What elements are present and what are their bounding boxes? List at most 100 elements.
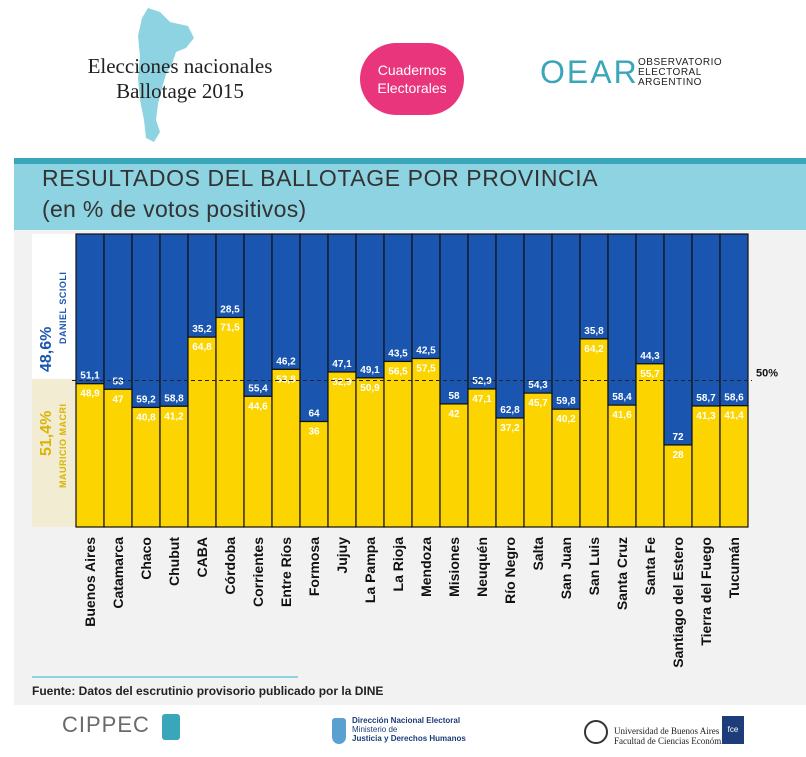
- dine-line1: Dirección Nacional Electoral: [352, 716, 461, 725]
- scioli-value-label: 58,8: [164, 393, 184, 404]
- scioli-bar: [131, 233, 161, 409]
- oear-text-line1: OBSERVATORIO: [638, 57, 723, 68]
- scioli-bar: [635, 233, 665, 365]
- province-label: Buenos Aires: [82, 537, 98, 627]
- scioli-bar: [271, 233, 301, 370]
- dine-shield-icon: [332, 718, 346, 744]
- macri-value-label: 40,8: [136, 412, 156, 423]
- scioli-legend-block: [32, 234, 76, 379]
- scioli-bar: [383, 233, 413, 363]
- cippec-badge-icon: [162, 714, 180, 740]
- province-label: La Rioja: [390, 537, 406, 592]
- province-label: CABA: [194, 537, 210, 577]
- province-label: Chaco: [138, 537, 154, 580]
- scioli-value-label: 35,8: [584, 326, 604, 337]
- scioli-value-label: 52,9: [472, 376, 492, 387]
- macri-value-label: 56,5: [388, 366, 408, 377]
- province-label: Río Negro: [502, 537, 518, 604]
- scioli-value-label: 35,2: [192, 324, 212, 335]
- macri-bar: [495, 417, 525, 528]
- cuadernos-badge-line2: Electorales: [377, 80, 447, 96]
- macri-bar: [551, 408, 581, 528]
- macri-value-label: 47: [112, 394, 124, 405]
- macri-bar: [159, 405, 189, 528]
- macri-value-label: 71,5: [220, 323, 240, 334]
- macri-bar: [131, 406, 161, 528]
- scioli-value-label: 72: [672, 432, 684, 443]
- province-label: Chubut: [166, 537, 182, 586]
- scioli-bar: [607, 233, 637, 406]
- scioli-value-label: 51,1: [80, 371, 100, 382]
- scioli-bar: [299, 233, 329, 423]
- macri-value-label: 47,1: [472, 394, 492, 405]
- province-label: San Juan: [558, 537, 574, 599]
- scioli-bar: [551, 233, 581, 410]
- scioli-bar: [187, 233, 217, 338]
- uba-line2: Facultad de Ciencias Económicas: [614, 736, 736, 746]
- macri-value-label: 28: [672, 450, 684, 461]
- chart-subtitle: (en % de votos positivos): [42, 196, 307, 222]
- scioli-bar: [523, 233, 553, 394]
- scioli-value-label: 62,8: [500, 405, 520, 416]
- scioli-value-label: 59,8: [556, 396, 576, 407]
- macri-bar: [579, 338, 609, 528]
- macri-bar: [635, 363, 665, 528]
- province-label: Mendoza: [418, 537, 434, 597]
- cuadernos-badge: Cuadernos Electorales: [360, 43, 464, 115]
- macri-value-label: 53,8: [276, 374, 296, 385]
- scioli-value-label: 64: [308, 409, 320, 420]
- province-label: Tierra del Fuego: [698, 537, 714, 646]
- macri-bar: [75, 383, 105, 528]
- elections-title-line1: Elecciones nacionales: [87, 54, 273, 78]
- title-banner: [14, 158, 806, 230]
- macri-value-label: 41,2: [164, 411, 184, 422]
- macri-bar: [243, 395, 273, 528]
- scioli-value-label: 58,6: [724, 393, 744, 404]
- macri-value-label: 48,9: [80, 389, 100, 400]
- scioli-value-label: 28,5: [220, 305, 240, 316]
- oear-logo: OEAR OBSERVATORIO ELECTORAL ARGENTINO: [540, 54, 722, 91]
- macri-bar: [383, 360, 413, 528]
- province-label: Santa Cruz: [614, 537, 630, 610]
- scioli-value-label: 58: [448, 391, 460, 402]
- header: Elecciones nacionales Ballotage 2015 Cua…: [0, 0, 806, 158]
- scioli-bar: [663, 233, 693, 446]
- argentina-map-icon: [138, 8, 194, 142]
- oear-text: OBSERVATORIO ELECTORAL ARGENTINO: [638, 58, 722, 88]
- scioli-bar: [411, 233, 441, 360]
- scioli-value-label: 53: [112, 376, 124, 387]
- macri-value-label: 64,2: [584, 344, 604, 355]
- scioli-bar: [243, 233, 273, 397]
- macri-value-label: 41,3: [696, 411, 716, 422]
- dine-logo-text: Dirección Nacional Electoral Ministerio …: [352, 716, 466, 743]
- macri-value-label: 40,2: [556, 414, 576, 425]
- province-label: Corrientes: [250, 537, 266, 607]
- scioli-value-label: 58,7: [696, 393, 716, 404]
- macri-bar: [691, 405, 721, 528]
- scioli-bar: [467, 233, 497, 390]
- macri-bar: [607, 404, 637, 528]
- scioli-bar: [355, 233, 385, 379]
- province-label: Formosa: [306, 537, 322, 596]
- scioli-bar: [215, 233, 245, 319]
- footer: [0, 705, 806, 757]
- province-label: La Pampa: [362, 537, 378, 603]
- chart-title: RESULTADOS DEL BALLOTAGE POR PROVINCIA: [42, 165, 599, 191]
- dine-line3: Justicia y Derechos Humanos: [352, 734, 466, 743]
- province-label: Córdoba: [222, 537, 238, 595]
- ballotage-chart: 51,1 48,9 Buenos Aires 53 47 Catamarca 59,2 40,…: [72, 233, 778, 668]
- macri-bar: [355, 377, 385, 528]
- macri-value-label: 52,9: [332, 377, 352, 388]
- scioli-bar: [579, 233, 609, 340]
- scioli-bar: [439, 233, 469, 405]
- macri-bar: [103, 388, 133, 528]
- scioli-value-label: 43,5: [388, 348, 408, 359]
- macri-value-label: 64,8: [192, 342, 212, 353]
- macri-value-label: 37,2: [500, 423, 520, 434]
- scioli-value-label: 58,4: [612, 392, 632, 403]
- macri-value-label: 41,6: [612, 410, 632, 421]
- province-label: Misiones: [446, 537, 462, 597]
- macri-value-label: 36: [308, 427, 320, 438]
- province-label: Catamarca: [110, 537, 126, 609]
- scioli-bar: [103, 233, 133, 390]
